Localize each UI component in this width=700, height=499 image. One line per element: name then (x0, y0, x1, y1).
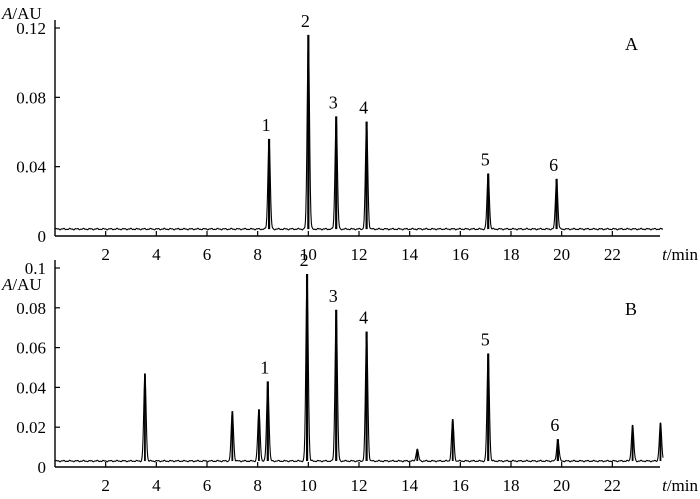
y-axis-unit: /AU (12, 4, 41, 23)
x-tick-label: 18 (503, 245, 520, 264)
x-axis-var: t (662, 245, 668, 264)
panel-a: 00.040.080.122 4 6 8 10 12 14 16 18 20 22A/AUt/min… (1, 4, 698, 264)
x-tick-label: 8 (253, 476, 262, 495)
peak-label: 4 (359, 308, 368, 328)
x-tick-label: 20 (553, 245, 570, 264)
x-tick-label: 2 (101, 245, 110, 264)
x-tick-label: 4 (152, 245, 161, 264)
x-tick-label: 6 (203, 245, 212, 264)
y-tick-label: 0 (38, 458, 47, 477)
y-axis-unit: /AU (12, 275, 41, 294)
y-axis-var: A (1, 4, 13, 23)
x-tick-label: 4 (152, 476, 161, 495)
chromatogram-trace (54, 276, 664, 463)
peak-label: 2 (300, 250, 309, 270)
y-tick-label: 0.04 (16, 378, 46, 397)
x-axis-title: t/min (662, 245, 698, 264)
peak-label: 5 (481, 330, 490, 350)
x-tick-label: 12 (351, 476, 368, 495)
peak-label: 1 (260, 357, 269, 377)
x-tick-label: 2 (101, 476, 110, 495)
y-tick-label: 0.06 (16, 339, 46, 358)
peak-label: 1 (262, 115, 271, 135)
x-tick-label: 6 (203, 476, 212, 495)
x-tick-label: 18 (503, 476, 520, 495)
x-tick-label: 16 (452, 476, 469, 495)
y-tick-label: 0.1 (25, 259, 46, 278)
y-tick-label: 0 (38, 227, 47, 246)
y-tick-label: 0.08 (16, 88, 46, 107)
y-tick-label: 0.04 (16, 158, 46, 177)
x-axis-title: t/min (662, 476, 698, 495)
y-tick-label: 0.12 (16, 19, 46, 38)
y-axis-var: A (1, 275, 13, 294)
y-axis-title: A/AU (1, 275, 42, 294)
x-tick-label: 22 (604, 476, 621, 495)
peak-label: 6 (549, 155, 558, 175)
x-tick-label: 12 (351, 245, 368, 264)
peak-label: 2 (301, 11, 310, 31)
peak-label: 3 (329, 286, 338, 306)
panel-letter: B (625, 299, 637, 319)
x-tick-label: 8 (253, 245, 262, 264)
x-tick-label: 22 (604, 245, 621, 264)
x-tick-label: 10 (300, 245, 317, 264)
x-tick-label: 10 (300, 476, 317, 495)
y-axis-title: A/AU (1, 4, 42, 23)
peak-label: 3 (329, 92, 338, 112)
x-tick-label: 20 (553, 476, 570, 495)
y-tick-label: 0.08 (16, 299, 46, 318)
peak-label: 5 (481, 150, 490, 170)
panel-letter: A (625, 34, 638, 54)
chromatogram-trace (54, 35, 664, 231)
peak-label: 6 (550, 415, 559, 435)
x-tick-label: 16 (452, 245, 469, 264)
x-axis-var: t (662, 476, 668, 495)
x-axis-unit: /min (667, 476, 699, 495)
x-tick-label: 14 (401, 476, 419, 495)
x-tick-label: 14 (401, 245, 419, 264)
x-axis-unit: /min (667, 245, 699, 264)
y-tick-label: 0.02 (16, 418, 46, 437)
peak-label: 4 (359, 98, 368, 118)
panel-b: 00.020.040.060.080.12 4 6 8 10 12 14 16 18 20 22A/… (1, 250, 698, 495)
